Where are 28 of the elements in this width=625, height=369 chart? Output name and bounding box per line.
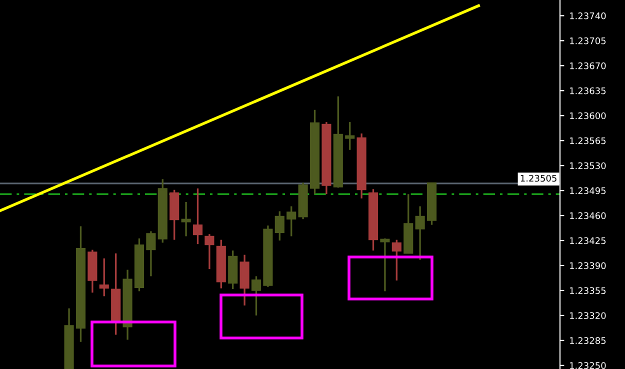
candlestick: [204, 233, 214, 270]
candlestick: [380, 238, 390, 292]
y-tick-label: 1.23705: [570, 37, 606, 44]
y-tick-label: 1.23250: [570, 362, 606, 369]
y-tick-label: 1.23740: [570, 12, 606, 20]
y-tick-label: 1.23460: [570, 212, 606, 220]
y-tick-label: 1.23495: [570, 187, 606, 194]
y-tick-label: 1.23670: [570, 62, 606, 70]
candlestick: [392, 238, 402, 282]
y-tick-label: 1.23320: [570, 312, 606, 320]
candlestick: [146, 230, 156, 278]
candlestick: [181, 201, 191, 238]
ref-line-label: 1.23505: [520, 174, 556, 182]
candlestick: [415, 205, 425, 261]
y-tick-label: 1.23565: [570, 137, 606, 144]
y-tick-label: 1.23530: [570, 162, 606, 170]
candlestick: [274, 210, 284, 242]
candlestick: [286, 205, 296, 238]
y-tick-label: 1.23355: [570, 287, 606, 294]
candlestick: [251, 275, 262, 316]
y-tick-label: 1.23390: [570, 262, 606, 270]
candlestick: [192, 188, 203, 245]
candlestick: [345, 121, 355, 151]
y-tick-label: 1.23425: [570, 237, 606, 244]
y-tick-label: 1.23285: [570, 337, 606, 344]
candlestick: [99, 258, 109, 298]
y-tick-label: 1.23600: [570, 112, 606, 120]
y-tick-label: 1.23635: [570, 87, 606, 94]
